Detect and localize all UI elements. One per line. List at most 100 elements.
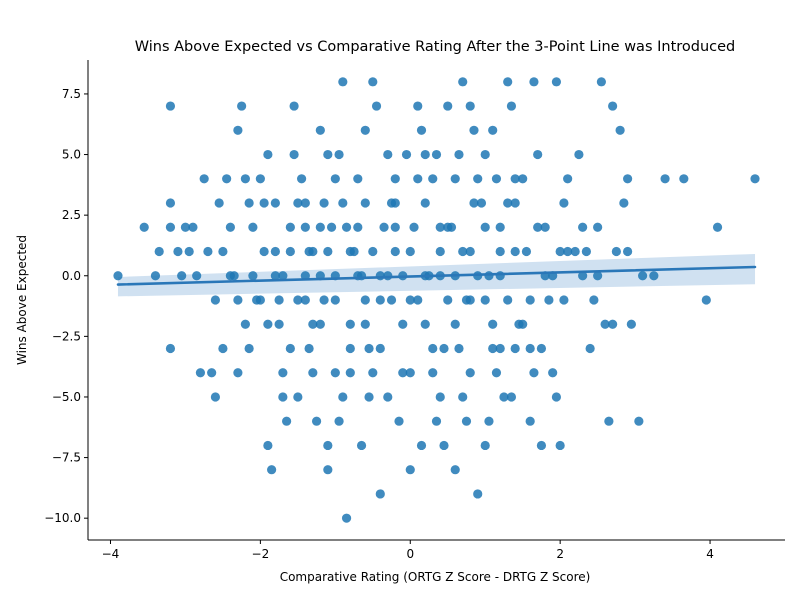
data-point [154, 246, 164, 257]
data-point [386, 198, 397, 208]
data-point [293, 392, 303, 402]
data-point [413, 295, 423, 305]
data-point [165, 343, 176, 354]
data-point [649, 271, 659, 281]
data-point [555, 246, 565, 257]
x-tick-label: 4 [706, 547, 714, 561]
data-point [289, 101, 299, 111]
data-point [488, 319, 498, 329]
data-point [244, 343, 254, 354]
data-point [454, 343, 464, 354]
data-point [536, 343, 547, 354]
data-point [634, 416, 644, 426]
data-point [364, 343, 374, 354]
data-point [461, 416, 472, 426]
data-point [503, 295, 513, 305]
data-point [619, 198, 629, 208]
data-point [428, 174, 438, 184]
data-point [521, 246, 532, 257]
data-point [540, 222, 550, 232]
data-point [491, 368, 502, 378]
data-point [484, 416, 494, 426]
data-point [293, 198, 303, 208]
data-point [510, 174, 520, 184]
data-point [593, 222, 603, 232]
data-point [536, 440, 547, 451]
data-point [323, 246, 333, 257]
data-point [274, 295, 284, 305]
data-point [465, 246, 475, 257]
data-point [375, 295, 385, 305]
data-point [379, 222, 389, 232]
data-point [210, 295, 221, 305]
data-point [263, 319, 273, 329]
data-point [465, 101, 475, 111]
data-point [308, 368, 318, 378]
data-point [203, 246, 213, 257]
data-point [282, 416, 292, 426]
data-point [360, 198, 370, 208]
data-point [278, 271, 288, 281]
data-point [450, 465, 460, 475]
data-point [360, 319, 370, 329]
data-point [503, 198, 513, 208]
data-points-layer [113, 77, 760, 523]
data-point [255, 174, 265, 184]
data-point [244, 198, 254, 208]
data-point [491, 174, 502, 184]
axes-layer: −4 −2 0 2 4 −10.0 −7.5 −5.0 −2.5 0.0 2.5 5.0 7.5 [44, 60, 785, 561]
data-point [439, 343, 449, 354]
data-point [578, 222, 588, 232]
y-tick-label: −2.5 [52, 329, 81, 343]
y-axis-title: Wins Above Expected [15, 235, 29, 365]
data-point [488, 343, 498, 354]
data-point [345, 343, 355, 354]
data-point [259, 246, 269, 257]
y-tick-label: 5.0 [62, 148, 81, 162]
data-point [338, 77, 348, 87]
data-point [623, 246, 633, 257]
data-point [458, 392, 468, 402]
data-point [311, 416, 322, 426]
data-point [510, 198, 520, 208]
data-point [443, 295, 453, 305]
data-point [184, 246, 194, 257]
data-point [218, 343, 228, 354]
data-point [345, 246, 355, 257]
data-point [323, 465, 333, 475]
data-point [420, 149, 430, 160]
data-point [304, 343, 314, 354]
data-point [319, 295, 329, 305]
data-point [199, 174, 209, 184]
data-point [386, 295, 397, 305]
data-point [177, 271, 187, 281]
data-point [750, 174, 760, 184]
x-tick-label: 0 [406, 547, 414, 561]
data-point [525, 295, 535, 305]
data-point [570, 246, 580, 257]
data-point [405, 246, 415, 257]
data-point [548, 368, 558, 378]
data-point [510, 343, 520, 354]
data-point [473, 489, 483, 499]
data-point [341, 513, 352, 523]
data-point [304, 246, 314, 257]
data-point [596, 77, 606, 87]
data-point [480, 149, 490, 160]
data-point [454, 149, 464, 160]
data-point [263, 440, 273, 451]
data-point [431, 149, 442, 160]
data-point [608, 319, 618, 329]
data-point [237, 101, 247, 111]
x-tick-label: −4 [102, 547, 120, 561]
data-point [405, 368, 415, 378]
data-point [233, 368, 243, 378]
data-point [368, 246, 378, 257]
data-point [330, 295, 340, 305]
data-point [529, 77, 539, 87]
data-point [525, 343, 535, 354]
y-tick-label: −5.0 [52, 390, 81, 404]
data-point [458, 77, 468, 87]
data-point [401, 149, 412, 160]
